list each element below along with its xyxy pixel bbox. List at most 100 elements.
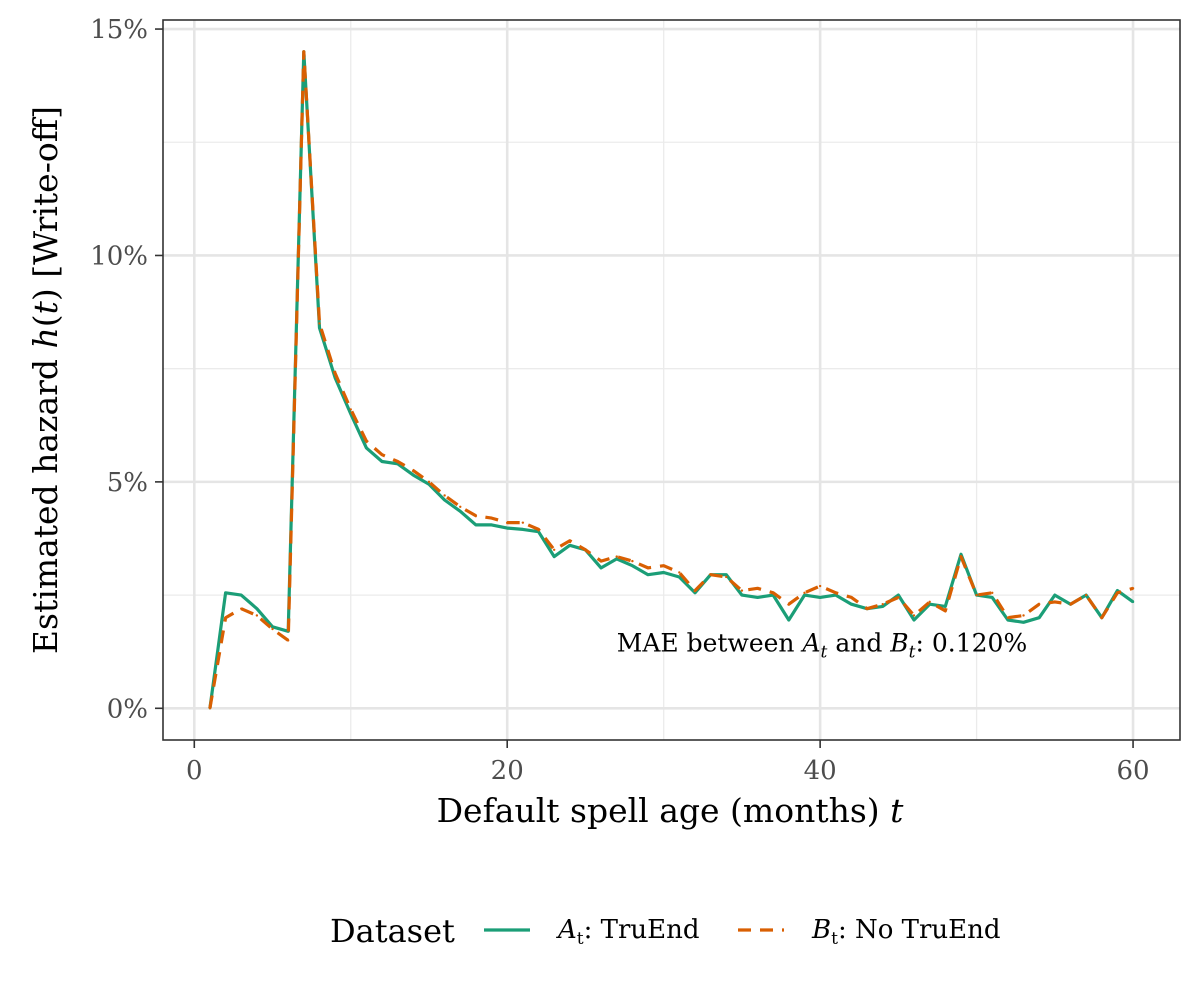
data-point (443, 498, 446, 502)
data-point (756, 587, 759, 590)
data-point (412, 473, 415, 477)
x-tick-label: 0 (186, 756, 203, 786)
data-point (803, 591, 806, 595)
data-point (271, 627, 274, 631)
data-point (944, 605, 947, 608)
data-point (944, 609, 947, 613)
y-tick-label: 0% (107, 694, 148, 724)
data-point (1100, 616, 1103, 619)
data-point (427, 480, 431, 484)
data-point (208, 707, 212, 710)
data-point (693, 591, 697, 595)
data-point (975, 593, 978, 597)
data-point (318, 326, 321, 330)
series-lines (208, 50, 1135, 710)
data-point (615, 555, 618, 558)
series-line (208, 50, 1135, 709)
plot-panel-border (162, 19, 1181, 741)
data-point (1116, 591, 1119, 595)
data-point (662, 564, 665, 567)
data-point (1022, 621, 1025, 624)
data-point (286, 639, 290, 642)
data-point (1131, 600, 1135, 604)
data-point (380, 460, 384, 463)
data-point (646, 573, 650, 576)
major-gridlines (163, 20, 1180, 740)
data-point (881, 602, 884, 606)
data-point (725, 575, 728, 579)
data-point (1053, 600, 1057, 604)
data-point (912, 618, 916, 622)
data-point (459, 505, 462, 508)
data-point (1069, 602, 1072, 606)
data-point (756, 596, 759, 599)
data-point (459, 510, 462, 513)
data-point (959, 553, 963, 556)
data-point (443, 494, 446, 497)
data-point (412, 469, 415, 472)
data-point (474, 514, 478, 518)
legend-label: At: TruEnd (556, 915, 700, 949)
data-point (678, 575, 681, 579)
data-point (772, 591, 775, 595)
data-point (725, 573, 728, 576)
data-point (787, 618, 791, 622)
mae-annotation: MAE between At and Bt: 0.120% (617, 629, 1027, 663)
data-point (740, 589, 744, 592)
legend-title: Dataset (330, 912, 455, 950)
data-point (255, 614, 259, 617)
data-point (318, 322, 321, 325)
y-tick-label: 5% (107, 468, 148, 498)
data-point (818, 596, 822, 599)
data-point (333, 372, 337, 375)
legend-label: Bt: No TruEnd (811, 915, 1001, 949)
data-point (521, 521, 525, 524)
data-point (1022, 614, 1025, 617)
data-point (631, 564, 634, 567)
series-b-no-truend (208, 50, 1135, 710)
data-point (240, 607, 243, 610)
data-point (255, 607, 259, 610)
data-point (834, 591, 837, 595)
data-point (740, 593, 744, 597)
data-point (709, 573, 712, 576)
data-point (396, 460, 399, 463)
data-point (803, 593, 806, 597)
data-point (584, 548, 587, 552)
data-point (1037, 616, 1041, 619)
data-point (865, 607, 869, 610)
data-point (240, 593, 243, 597)
data-point (506, 521, 509, 524)
data-point (1084, 593, 1088, 597)
data-point (490, 516, 493, 520)
legend: Dataset At: TruEnd Bt: No TruEnd (330, 912, 1001, 950)
data-point (897, 596, 900, 599)
data-point (365, 446, 368, 450)
data-point (224, 591, 227, 595)
data-point (818, 584, 822, 588)
y-axis-title: Estimated hazard h(t) [Write-off] (26, 106, 65, 654)
series-line (208, 50, 1134, 709)
data-point (271, 625, 274, 628)
data-point (928, 600, 931, 604)
data-point (850, 596, 853, 599)
data-point (552, 548, 556, 552)
data-point (365, 439, 368, 443)
data-point (991, 596, 994, 599)
data-point (1006, 616, 1010, 619)
data-point (380, 453, 384, 456)
axis-ticks (155, 28, 1134, 748)
legend-entry-a-truend: At: TruEnd (484, 915, 700, 949)
data-point (615, 557, 618, 561)
x-tick-labels: 0 20 40 60 (186, 756, 1150, 786)
y-tick-label: 15% (90, 15, 148, 45)
data-point (521, 528, 525, 531)
legend-entry-b-no-truend: Bt: No TruEnd (738, 915, 1001, 949)
y-tick-labels: 0% 5% 10% 15% (90, 15, 148, 724)
data-point (662, 571, 665, 574)
data-point (302, 50, 306, 53)
data-point (787, 602, 791, 606)
data-point (599, 559, 603, 563)
data-point (599, 566, 603, 570)
